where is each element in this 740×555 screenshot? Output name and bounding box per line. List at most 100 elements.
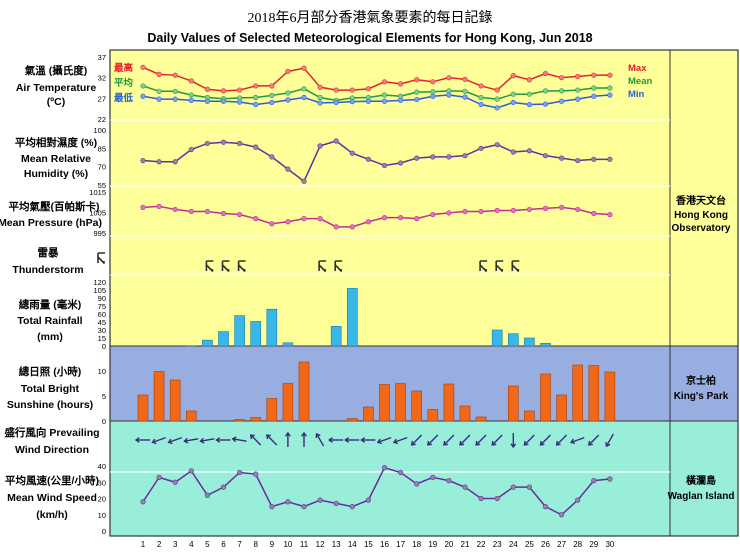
temperature-tick-label: 37 xyxy=(98,53,106,62)
rainfall-bar xyxy=(266,308,278,347)
pressure-point xyxy=(365,219,372,225)
arrow-head xyxy=(510,443,517,449)
arrow-shaft xyxy=(152,436,166,444)
arrow-head xyxy=(555,440,561,446)
day-tick-label: 9 xyxy=(270,540,275,549)
humidity-unit: Humidity (%) xyxy=(24,168,88,180)
pressure-tick-label: 1005 xyxy=(89,209,106,218)
humidity-point xyxy=(140,157,146,164)
wind-speed-point xyxy=(285,499,291,505)
sunshine-bar xyxy=(137,394,149,422)
pressure-point xyxy=(172,206,178,213)
temp-max-point xyxy=(558,75,565,81)
arrow-shaft xyxy=(427,434,439,446)
arrow-head xyxy=(134,437,140,443)
humidity-point xyxy=(542,153,549,159)
temp-min-point xyxy=(349,99,355,105)
sunshine-tick-label: 10 xyxy=(98,367,106,376)
arrow-head xyxy=(523,440,529,446)
arrow-head xyxy=(539,440,545,446)
sunshine-bar xyxy=(475,416,487,422)
day-tick-label: 2 xyxy=(157,540,162,549)
day-tick-label: 11 xyxy=(300,540,309,549)
rainfall-tick-label: 30 xyxy=(98,326,106,335)
day-tick-label: 6 xyxy=(221,540,226,549)
wind-direction-arrow xyxy=(459,434,471,446)
temp-mean-point xyxy=(558,88,565,94)
pressure-point xyxy=(301,216,307,222)
temp-mean-point xyxy=(269,92,275,99)
pressure-point xyxy=(237,211,243,218)
temp-min-point xyxy=(510,99,516,106)
arrow-shaft xyxy=(168,436,183,444)
humidity-point xyxy=(414,155,420,161)
humidity-point xyxy=(494,142,500,148)
temp-mean-point xyxy=(317,94,323,101)
wind-direction-arrow xyxy=(266,434,278,446)
wind-speed-point xyxy=(510,484,516,490)
sunshine-bar xyxy=(524,410,535,422)
arrow-shaft xyxy=(411,434,423,446)
day-tick-label: 20 xyxy=(444,540,453,549)
temp-max-point xyxy=(172,72,178,78)
pressure-point xyxy=(204,208,210,215)
humidity-point xyxy=(204,140,210,147)
wind-direction-arrow xyxy=(475,434,487,446)
wind-direction-arrow xyxy=(443,434,455,446)
temp-min-point xyxy=(365,98,372,104)
pressure-point xyxy=(494,207,500,214)
thunderstorm-day-icon xyxy=(318,260,327,272)
temp-min-point xyxy=(542,101,549,107)
wind-speed-point xyxy=(575,497,581,503)
pressure-point xyxy=(558,204,565,210)
pressure-point xyxy=(446,210,452,216)
legend-min-en: Min xyxy=(628,89,645,100)
arrow-head xyxy=(376,438,382,445)
sunshine-bar xyxy=(540,373,551,422)
waglan-panel-bg xyxy=(110,421,738,536)
thunderstorm-icon xyxy=(221,260,230,272)
wind-direction-arrow xyxy=(491,434,503,446)
arrow-head xyxy=(167,438,173,445)
pressure-point xyxy=(285,219,291,225)
humidity-tick-label: 55 xyxy=(98,181,106,190)
arrow-head xyxy=(605,442,611,448)
humidity-tick-label: 70 xyxy=(98,163,106,172)
station-hko-en-2: Observatory xyxy=(672,223,731,234)
temp-max-point xyxy=(478,83,484,89)
temp-max-point xyxy=(317,84,323,90)
humidity-point xyxy=(349,150,355,156)
arrow-shaft xyxy=(523,434,535,446)
arrow-head xyxy=(215,437,221,443)
temp-min-point xyxy=(301,94,307,101)
humidity-point xyxy=(381,162,388,169)
temp-max-point xyxy=(510,72,516,79)
wind-speed-point xyxy=(301,504,307,510)
wind-speed-point xyxy=(349,504,355,510)
wind-speed-unit: (km/h) xyxy=(36,509,68,521)
sunshine-bar xyxy=(459,405,471,422)
wind-speed-point xyxy=(188,468,194,474)
wind-direction-arrow xyxy=(360,437,376,443)
arrow-head xyxy=(459,440,465,446)
arrow-head xyxy=(284,431,291,437)
day-tick-label: 12 xyxy=(316,540,325,549)
wind-speed-point xyxy=(430,474,436,480)
temp-mean-line xyxy=(142,85,610,102)
temp-max-point xyxy=(607,72,613,78)
sunshine-bar xyxy=(153,371,165,422)
legend-mean-en: Mean xyxy=(628,76,652,87)
arrow-shaft xyxy=(232,438,247,442)
temp-max-point xyxy=(269,83,275,89)
pressure-point xyxy=(220,210,227,217)
sunshine-bar xyxy=(411,390,423,422)
wind-direction-arrow xyxy=(199,437,215,444)
rainfall-bar xyxy=(540,343,551,347)
sunshine-tick-label: 5 xyxy=(102,392,106,401)
temp-max-line xyxy=(142,66,610,92)
wind-direction-arrow xyxy=(183,437,199,444)
temp-mean-point xyxy=(156,88,162,94)
temperature-label-en: Air Temperature xyxy=(16,82,96,94)
temp-min-point xyxy=(381,98,388,104)
